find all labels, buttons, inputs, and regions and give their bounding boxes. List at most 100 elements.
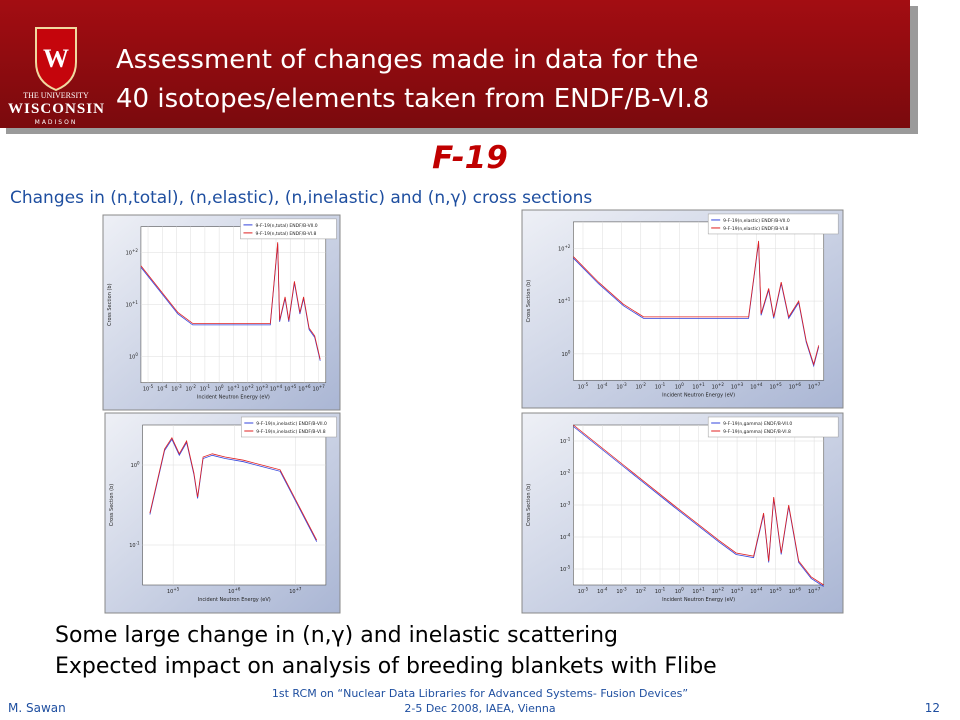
tick-base: 10 (171, 387, 177, 393)
tick-exponent: +4 (757, 587, 763, 592)
tick-base: 10 (284, 387, 290, 393)
tick-base: 10 (143, 387, 149, 393)
tick-base: 10 (186, 387, 192, 393)
tick-base: 10 (560, 439, 566, 445)
tick-exponent: -1 (661, 382, 665, 387)
tick-base: 10 (808, 589, 814, 595)
tick-base: 10 (808, 384, 814, 390)
tick-base: 10 (769, 384, 775, 390)
x-axis-label: Incident Neutron Energy (eV) (197, 395, 270, 401)
tick-exponent: -5 (149, 384, 153, 389)
y-axis-label: Cross Section (b) (526, 484, 532, 527)
tick-exponent: +1 (234, 384, 240, 389)
tick-base: 10 (692, 384, 698, 390)
tick-exponent: 0 (221, 384, 224, 389)
tick-exponent: +1 (699, 382, 705, 387)
x-axis-label: Incident Neutron Energy (eV) (662, 392, 735, 398)
tick-base: 10 (560, 535, 566, 541)
tick-base: 10 (675, 589, 681, 595)
y-tick-label: 100 (129, 352, 138, 361)
tick-base: 10 (157, 387, 163, 393)
tick-exponent: -5 (566, 565, 570, 570)
tick-exponent: -2 (642, 382, 646, 387)
tick-exponent: +7 (319, 384, 325, 389)
footer-author: M. Sawan (8, 701, 66, 715)
x-tick-label: 10+5 (284, 384, 297, 393)
tick-base: 10 (692, 589, 698, 595)
footer-event: 2-5 Dec 2008, IAEA, Vienna (404, 702, 555, 715)
tick-exponent: -4 (163, 384, 167, 389)
legend-entry: 9-F-19(n,inelastic) ENDF/B-VII.0 (256, 421, 327, 427)
tick-base: 10 (200, 387, 206, 393)
curve-red (140, 242, 321, 360)
tick-exponent: 0 (568, 349, 571, 354)
tick-exponent: -1 (206, 384, 210, 389)
y-tick-label: 10+2 (126, 248, 139, 257)
legend-entry: 9-F-19(n,total) ENDF/B-VI.8 (255, 231, 316, 237)
tick-base: 10 (126, 303, 132, 309)
logo-letter: W (43, 44, 69, 73)
x-tick-label: 10-3 (616, 587, 627, 596)
curve-red (149, 436, 318, 541)
x-tick-label: 10-4 (157, 384, 168, 393)
x-tick-label: 10-5 (578, 382, 589, 391)
tick-base: 10 (256, 387, 262, 393)
footer-page: 12 (925, 701, 940, 715)
legend-entry: 9-F-19(n,inelastic) ENDF/B-VI.8 (256, 429, 325, 435)
tick-exponent: -1 (661, 587, 665, 592)
x-tick-label: 10+5 (769, 382, 782, 391)
x-tick-label: 100 (675, 382, 684, 391)
title-line: 40 isotopes/elements taken from ENDF/B-V… (116, 84, 709, 114)
curve-red (573, 424, 824, 586)
y-tick-label: 10-1 (129, 541, 140, 550)
tick-base: 10 (129, 543, 135, 549)
tick-base: 10 (215, 387, 221, 393)
y-tick-label: 10+1 (558, 297, 571, 306)
tick-base: 10 (561, 352, 567, 358)
legend-box (240, 218, 337, 240)
tick-exponent: -3 (178, 384, 182, 389)
tick-base: 10 (560, 503, 566, 509)
tick-exponent: -5 (584, 382, 588, 387)
subtitle: F-19 (432, 140, 508, 176)
tick-base: 10 (560, 567, 566, 573)
tick-base: 10 (731, 589, 737, 595)
x-tick-label: 10+6 (228, 587, 241, 596)
tick-base: 10 (769, 589, 775, 595)
x-tick-label: 10-5 (578, 587, 589, 596)
x-tick-label: 10+5 (769, 587, 782, 596)
x-tick-label: 10-5 (143, 384, 154, 393)
x-tick-label: 10+6 (298, 384, 311, 393)
legend-entry: 9-F-19(n,gamma) ENDF/B-VI.8 (723, 429, 791, 435)
legend-box (707, 416, 839, 438)
legend-entry: 9-F-19(n,elastic) ENDF/B-VI.8 (723, 226, 788, 232)
tick-exponent: +1 (132, 300, 138, 305)
x-tick-label: 10+2 (712, 587, 725, 596)
tick-base: 10 (129, 355, 135, 361)
plot: 10-5 10-4 10-3 10-2 10-1 100 10+1 10+2 10+3 10+4 1… (102, 214, 341, 411)
tick-exponent: -3 (623, 382, 627, 387)
x-tick-label: 10+6 (789, 382, 802, 391)
tick-exponent: -5 (584, 587, 588, 592)
y-tick-label: 10-4 (560, 533, 571, 542)
tick-exponent: +2 (564, 244, 570, 249)
x-tick-label: 10+7 (289, 587, 302, 596)
x-tick-label: 10-2 (186, 384, 197, 393)
x-tick-label: 10+4 (750, 587, 763, 596)
tick-base: 10 (616, 589, 622, 595)
tick-exponent: +5 (290, 384, 296, 389)
tick-base: 10 (126, 251, 132, 257)
tick-exponent: -2 (642, 587, 646, 592)
x-tick-label: 10-1 (200, 384, 211, 393)
bullet: Some large change in (n,γ) and inelastic… (55, 623, 618, 648)
tick-base: 10 (789, 589, 795, 595)
tick-exponent: +7 (296, 587, 302, 592)
caption: Changes in (n,total), (n,elastic), (n,in… (10, 188, 592, 208)
tick-exponent: +2 (718, 587, 724, 592)
tick-base: 10 (578, 589, 584, 595)
tick-exponent: -2 (192, 384, 196, 389)
x-tick-label: 10+1 (692, 587, 705, 596)
tick-base: 10 (712, 384, 718, 390)
y-tick-label: 10+1 (126, 300, 139, 309)
